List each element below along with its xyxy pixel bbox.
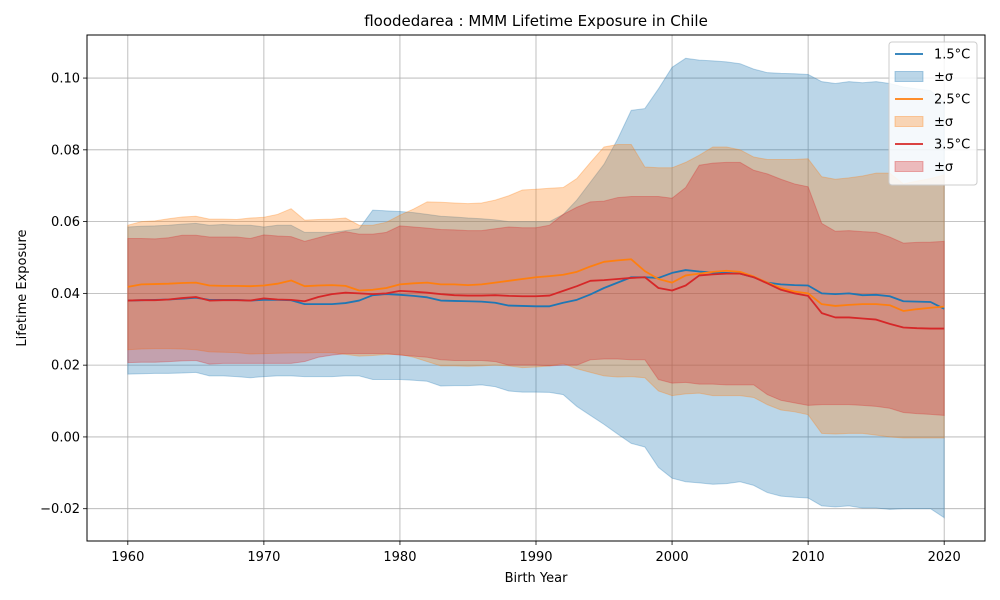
x-axis-label: Birth Year xyxy=(505,571,569,586)
mean-lines xyxy=(127,258,945,330)
x-tick-label: 2020 xyxy=(928,550,961,565)
y-tick-label: 0.10 xyxy=(51,72,80,87)
legend-band-swatch xyxy=(894,71,924,82)
sigma-band-3 xyxy=(127,161,945,416)
sigma-band-2 xyxy=(127,143,945,439)
x-tick-label: 1980 xyxy=(383,550,416,565)
legend-box xyxy=(888,41,978,186)
x-tick-label: 1990 xyxy=(519,550,552,565)
y-tick-label: 0.00 xyxy=(51,430,80,445)
y-tick-label: −0.02 xyxy=(40,502,80,517)
y-tick-label: 0.08 xyxy=(51,143,80,158)
x-tick-label: 1970 xyxy=(247,550,280,565)
legend-series-label: 2.5°C xyxy=(934,93,970,108)
legend-series-label: 3.5°C xyxy=(934,138,970,153)
mean-line-1 xyxy=(127,269,945,310)
sigma-bands xyxy=(127,57,945,519)
legend-band-swatch xyxy=(894,116,924,127)
x-tick-label: 1960 xyxy=(111,550,144,565)
y-tick-label: 0.04 xyxy=(51,287,80,302)
sigma-band-1 xyxy=(127,57,945,519)
x-tick-label: 2000 xyxy=(656,550,689,565)
y-tick-label: 0.06 xyxy=(51,215,80,230)
legend-band-swatch xyxy=(894,161,924,172)
x-axis-ticks: 1960 1970 1980 1990 2000 2010 2020 xyxy=(111,541,961,565)
mean-line-2 xyxy=(127,258,945,312)
legend: 1.5°C ±σ 2.5°C ±σ 3.5°C ±σ xyxy=(888,41,978,186)
y-axis-label: Lifetime Exposure xyxy=(15,229,30,346)
mean-line-3 xyxy=(127,272,945,330)
legend-series-label: 1.5°C xyxy=(934,48,970,63)
x-tick-label: 2010 xyxy=(792,550,825,565)
legend-band-label: ±σ xyxy=(934,70,953,85)
y-axis-ticks: −0.02 0.00 0.02 0.04 0.06 0.08 0.10 xyxy=(40,72,87,517)
y-tick-label: 0.02 xyxy=(51,359,80,374)
legend-band-label: ±σ xyxy=(934,160,953,175)
chart-title: floodedarea : MMM Lifetime Exposure in C… xyxy=(364,12,708,30)
legend-band-label: ±σ xyxy=(934,115,953,130)
